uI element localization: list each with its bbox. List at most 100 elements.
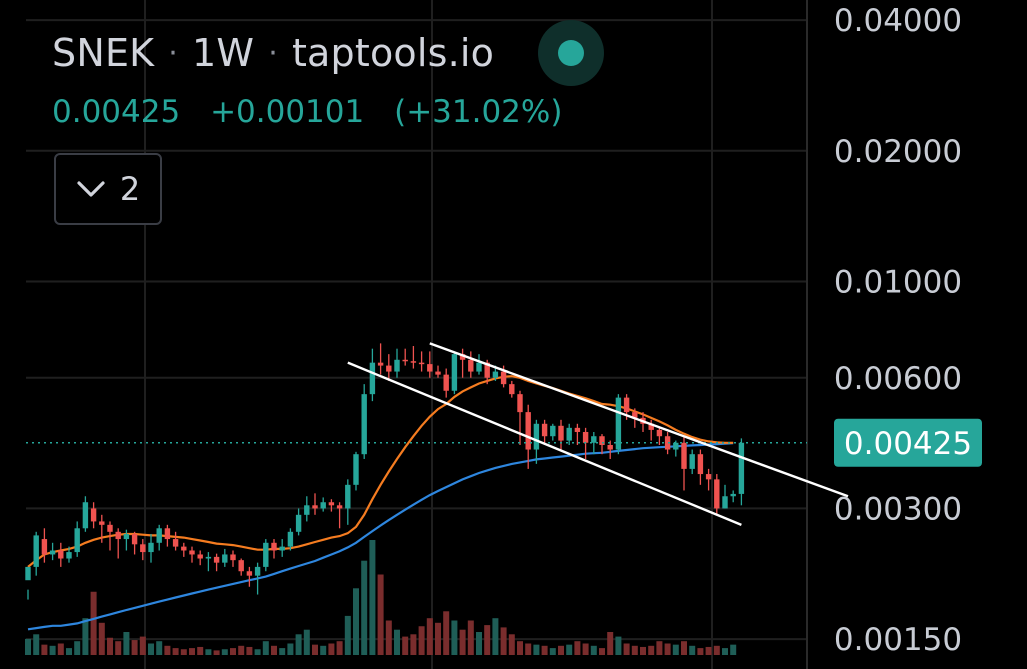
volume-bar: [361, 560, 368, 655]
candle-body: [714, 479, 720, 509]
volume-bar: [426, 618, 433, 655]
volume-bar: [648, 645, 655, 655]
volume-bar: [254, 649, 261, 655]
channel-lower-trendline[interactable]: [347, 361, 742, 526]
candle-body: [304, 505, 310, 515]
candle-body: [459, 354, 466, 360]
candle-body: [74, 528, 80, 553]
volume-bar: [525, 643, 532, 655]
volume-bar: [730, 644, 737, 655]
volume-bar: [394, 629, 400, 655]
candle-body: [525, 412, 531, 450]
candle-body: [435, 371, 441, 375]
volume-bar: [722, 648, 728, 655]
volume-bar: [435, 622, 441, 655]
channel-upper-trendline[interactable]: [429, 342, 849, 498]
chevron-down-icon: [77, 181, 105, 197]
volume-bar: [508, 634, 515, 655]
volume-bar: [459, 629, 466, 655]
candle-body: [664, 436, 671, 450]
price-axis-tick-label: 0.02000: [834, 134, 962, 170]
candle-body: [254, 566, 261, 576]
candle-body: [328, 502, 335, 506]
volume-bar: [558, 645, 564, 655]
volume-bar: [664, 643, 671, 655]
volume-bar: [500, 627, 507, 655]
candle-body: [279, 546, 285, 551]
volume-bar: [180, 649, 187, 655]
candle-body: [353, 454, 359, 485]
candle-body: [615, 397, 622, 450]
candle-body: [476, 362, 482, 372]
candle-body: [181, 546, 187, 551]
candle-body: [156, 528, 162, 543]
volume-bar: [303, 629, 310, 655]
volume-bar: [476, 632, 482, 655]
market-status-indicator[interactable]: [538, 20, 605, 86]
volume-bar: [246, 646, 253, 655]
volume-bar: [599, 648, 605, 655]
ma-slow-line: [27, 442, 734, 631]
candle-body: [722, 496, 728, 509]
volume-bar: [295, 634, 302, 655]
candle-body: [123, 533, 130, 540]
volume-bar: [672, 644, 679, 655]
candle-body: [345, 484, 351, 509]
last-price-badge: 0.00425: [834, 418, 982, 467]
candle-body: [591, 436, 597, 443]
candle-body: [369, 362, 376, 395]
candle-body: [377, 362, 384, 366]
candle-body: [566, 427, 572, 441]
candle-body: [689, 454, 695, 469]
candle-body: [172, 539, 179, 547]
volume-bar: [320, 645, 327, 655]
volume-bar: [156, 641, 163, 655]
price-axis[interactable]: 0.04000 0.02000 0.01000 0.00600 0.00300 0.001…: [834, 3, 962, 658]
chart-title: SNEK · 1W · taptools.io: [52, 20, 605, 86]
candle-body: [533, 423, 540, 450]
candle-body: [500, 371, 507, 385]
volume-bar: [262, 641, 269, 655]
volume-bar: [451, 620, 458, 655]
volume-bar: [57, 643, 64, 655]
candle-body: [599, 436, 605, 445]
volume-bar: [566, 644, 573, 655]
candle-body: [361, 394, 367, 455]
volume-bar: [344, 615, 351, 655]
candle-body: [558, 425, 564, 441]
candle-body: [41, 539, 48, 555]
volume-bar: [681, 641, 687, 655]
interval-label[interactable]: 1W: [192, 31, 255, 75]
candle-body: [386, 365, 392, 372]
candle-body: [230, 554, 236, 561]
price-axis-tick-label: 0.04000: [834, 3, 962, 39]
volume-bar: [328, 643, 335, 655]
volume-bar: [115, 641, 122, 655]
volume-bar: [484, 625, 491, 655]
candle-body: [140, 544, 146, 553]
volume-bar: [139, 636, 146, 655]
candle-body: [90, 508, 97, 522]
candle-body: [148, 542, 154, 553]
candle-body: [82, 502, 89, 529]
volume-bar: [164, 645, 171, 655]
volume-bar: [213, 650, 220, 655]
candle-body: [25, 566, 31, 581]
volume-bar: [189, 648, 195, 655]
volume-bar: [607, 632, 614, 655]
symbol-label[interactable]: SNEK: [52, 31, 155, 75]
separator: ·: [168, 35, 179, 71]
volume-bar: [517, 641, 523, 655]
candle-body: [673, 442, 679, 450]
candle-body: [271, 542, 277, 551]
volume-bar: [689, 645, 696, 655]
volume-bar: [631, 645, 638, 655]
volume-bar: [705, 646, 712, 655]
candle-body: [427, 364, 433, 372]
indicators-toggle-button[interactable]: 2: [54, 153, 162, 225]
candle-body: [418, 362, 425, 365]
candle-body: [107, 524, 113, 532]
candle-body: [443, 374, 449, 391]
volume-bar: [574, 641, 581, 655]
